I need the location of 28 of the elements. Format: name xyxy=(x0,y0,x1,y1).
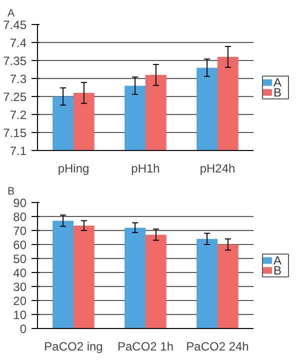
legend-label: B xyxy=(274,85,282,100)
y-tick-label: 90 xyxy=(13,196,27,210)
chart-title: A xyxy=(8,8,16,20)
y-tick-label: 0 xyxy=(20,322,27,336)
y-tick-label: 7.25 xyxy=(3,90,27,104)
y-tick-label: 7.3 xyxy=(10,72,27,86)
y-tick-label: 70 xyxy=(13,224,27,238)
y-tick-label: 40 xyxy=(13,266,27,280)
x-tick-label: pHing xyxy=(58,162,90,176)
y-tick-label: 30 xyxy=(13,280,27,294)
y-tick-label: 7.35 xyxy=(3,54,27,68)
y-tick-label: 7.1 xyxy=(10,144,27,158)
x-tick-label: pH1h xyxy=(131,162,160,176)
x-tick-label: PaCO2 ing xyxy=(44,340,103,354)
legend-label: B xyxy=(274,263,282,278)
chart-title: B xyxy=(8,186,15,198)
y-tick-label: 60 xyxy=(13,238,27,252)
x-tick-label: pH24h xyxy=(200,162,236,176)
x-tick-label: PaCO2 1h xyxy=(117,340,174,354)
y-tick-label: 7.15 xyxy=(3,126,27,140)
y-tick-label: 7.4 xyxy=(10,36,27,50)
y-tick-label: 7.2 xyxy=(10,108,27,122)
y-tick-label: 10 xyxy=(13,308,27,322)
y-tick-label: 50 xyxy=(13,252,27,266)
y-tick-label: 20 xyxy=(13,294,27,308)
y-tick-label: 80 xyxy=(13,210,27,224)
y-tick-label: 7.45 xyxy=(3,18,27,32)
x-tick-label: PaCO2 24h xyxy=(186,340,249,354)
